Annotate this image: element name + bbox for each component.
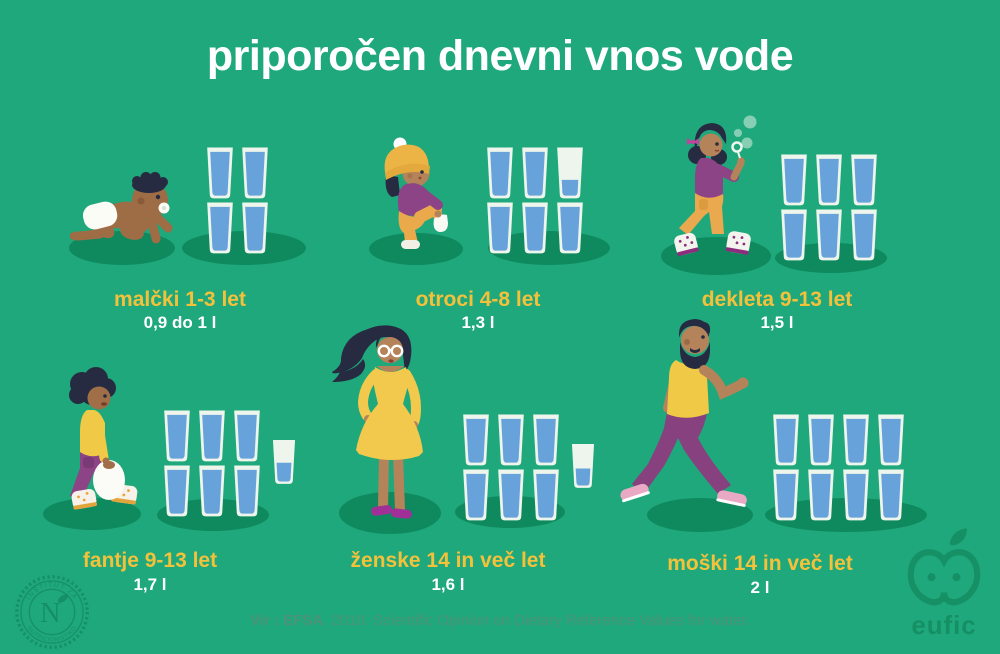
glasses-group-children [486, 147, 646, 259]
water-glass [851, 154, 877, 206]
water-glass [207, 147, 233, 199]
source-citation: Vir : EFSA. 2010. Scientific Opinion on … [0, 612, 1000, 629]
water-glass [843, 414, 869, 466]
water-glass [164, 465, 190, 517]
eufic-logo: eufic [907, 528, 981, 640]
apple-icon [907, 549, 981, 606]
group-value: 2 l [750, 578, 770, 597]
water-glass [533, 469, 559, 521]
ground-shadow [182, 231, 306, 265]
water-glass [522, 147, 548, 199]
eufic-wordmark: eufic [911, 612, 976, 640]
water-glass [571, 444, 595, 488]
water-glass [272, 440, 296, 484]
water-glass [878, 414, 904, 466]
water-glass [207, 202, 233, 254]
water-glass [843, 469, 869, 521]
water-glass [242, 202, 268, 254]
infographic-title: priporočen dnevni vnos vode [206, 32, 794, 80]
water-glass [773, 469, 799, 521]
water-glass [816, 154, 842, 206]
group-label: malčki 1-3 let [114, 288, 246, 311]
woman-illustration [332, 325, 423, 519]
leaf-icon [949, 528, 968, 546]
water-glass [199, 410, 225, 462]
group-label: moški 14 in več let [667, 552, 853, 575]
group-label: fantje 9-13 let [82, 549, 218, 572]
water-glass [557, 202, 583, 254]
water-glass [498, 414, 524, 466]
water-glass [851, 209, 877, 261]
group-label: ženske 14 in več let [350, 549, 546, 572]
group-value: 1,7 l [133, 575, 167, 594]
water-glass [533, 414, 559, 466]
water-glass [522, 202, 548, 254]
source-prefix: Vir : EFSA [250, 612, 324, 629]
water-glass [487, 202, 513, 254]
water-glass [199, 465, 225, 517]
nutrition-institute-seal: INŠTITUT ZA NUTRICIONISTIKO N [15, 575, 89, 649]
group-value: 1,5 l [760, 313, 794, 332]
water-glass [234, 410, 260, 462]
water-glass [242, 147, 268, 199]
toddler-illustration [384, 137, 448, 249]
girl-illustration [674, 115, 757, 256]
water-glass [164, 410, 190, 462]
water-glass [234, 465, 260, 517]
water-glass [808, 414, 834, 466]
water-glass [498, 469, 524, 521]
water-glass [878, 469, 904, 521]
water-glass [808, 469, 834, 521]
seal-monogram: N [40, 598, 61, 629]
glasses-group-toddlers [206, 147, 366, 259]
glasses-group-women [462, 414, 622, 526]
glasses-group-boys [163, 410, 323, 522]
glasses-group-men [772, 414, 932, 526]
baby-illustration [70, 172, 173, 244]
water-glass [781, 209, 807, 261]
water-glass [816, 209, 842, 261]
group-label: dekleta 9-13 let [701, 288, 853, 311]
glasses-group-girls [780, 154, 940, 266]
water-glass [487, 147, 513, 199]
man-illustration [620, 319, 749, 507]
water-glass [463, 414, 489, 466]
water-glass [781, 154, 807, 206]
boy-illustration [69, 367, 138, 510]
group-value: 1,3 l [461, 313, 495, 332]
water-glass [463, 469, 489, 521]
group-value: 0,9 do 1 l [143, 313, 217, 332]
water-glass [557, 147, 583, 199]
group-value: 1,6 l [431, 575, 465, 594]
source-text: . 2010. Scientific Opinion on Dietary Re… [323, 612, 750, 629]
water-glass [773, 414, 799, 466]
group-label: otroci 4-8 let [415, 288, 541, 311]
